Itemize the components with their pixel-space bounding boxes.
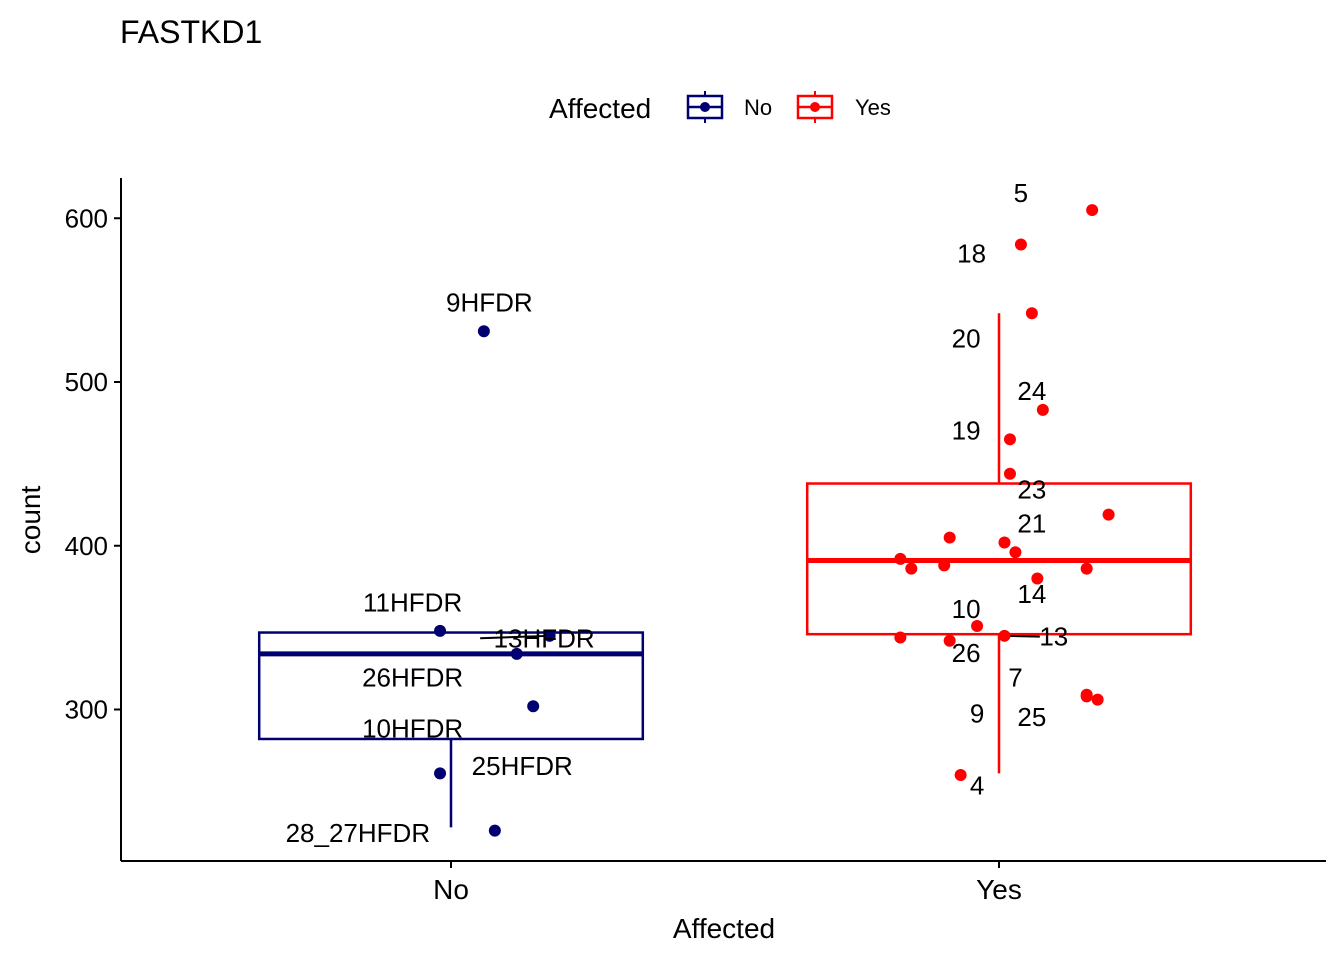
point-yes-24 [1009,546,1022,559]
x-axis-label: Affected [673,913,775,944]
leader-13HFDR [480,634,550,640]
point-no-5 [434,767,447,780]
point-label-25: 25 [1017,702,1046,732]
point-yes-19 [1080,690,1093,703]
plot-area: 9HFDR 11HFDR 13HFDR 26HFDR 10HFDR 25HFDR 28_27… [257,178,1193,848]
legend-title: Affected [549,93,651,124]
point-no-3 [510,647,523,660]
point-label-13HFDR: 13HFDR [494,623,595,653]
point-yes-8 [1014,238,1027,251]
point-label-13: 13 [1039,622,1068,652]
point-label-9: 9 [970,699,984,729]
point-no-6 [488,824,501,837]
point-no-2 [543,629,556,642]
y-tick-label-0: 300 [65,695,108,725]
point-label-7: 7 [1008,663,1022,693]
legend-key-no: No [686,91,772,123]
point-label-10HFDR: 10HFDR [362,713,463,743]
point-yes-12 [1003,467,1016,480]
x-tick-label-1: Yes [976,874,1022,905]
point-yes-27 [905,562,918,575]
point-label-24: 24 [1017,376,1046,406]
y-axis-label: count [15,486,46,555]
point-label-21: 21 [1017,509,1046,539]
point-yes-21 [954,769,967,781]
y-tick-label-3: 600 [65,203,108,233]
legend-key-yes: Yes [796,91,891,123]
point-yes-22 [1102,508,1115,521]
point-yes-20 [1091,693,1104,706]
point-label-11HFDR: 11HFDR [363,587,462,617]
box-no-iqr [257,631,645,741]
point-yes-7 [1086,204,1099,217]
legend-key-point [810,102,820,112]
point-label-10: 10 [952,594,981,624]
point-label-14: 14 [1017,579,1046,609]
legend: Affected No Yes [549,91,891,124]
point-label-25HFDR: 25HFDR [472,751,573,781]
point-labels: 9HFDR 11HFDR 13HFDR 26HFDR 10HFDR 25HFDR 28_27… [286,178,1069,848]
boxplots [257,313,1193,828]
axes: 300 400 500 600 No Yes Affected count [15,178,1326,944]
point-yes-16 [998,629,1011,642]
point-label-20: 20 [952,324,981,354]
point-no-1 [434,624,447,637]
point-yes-11 [1003,433,1016,446]
y-ticks: 300 400 500 600 [65,203,121,725]
point-label-26: 26 [952,638,981,668]
point-yes-29 [894,631,907,644]
point-label-26HFDR: 26HFDR [362,663,463,693]
x-tick-label-0: No [433,874,469,905]
point-label-28_27HFDR: 28_27HFDR [286,818,431,848]
point-label-9HFDR: 9HFDR [446,288,533,318]
point-no-0 [477,325,490,338]
legend-keys: No Yes [686,91,891,123]
legend-label-yes: Yes [855,95,891,120]
point-yes-14 [1031,572,1044,585]
y-tick-label-1: 400 [65,531,108,561]
x-ticks: No Yes [433,861,1022,905]
y-tick-label-2: 500 [65,367,108,397]
point-label-4: 4 [970,771,984,801]
point-label-19: 19 [952,415,981,445]
data-points [434,204,1115,837]
point-yes-23 [943,531,956,544]
point-yes-25 [894,552,907,565]
point-label-18: 18 [957,238,986,268]
legend-label-no: No [744,95,772,120]
point-yes-26 [938,559,951,572]
point-label-5: 5 [1014,178,1028,208]
point-yes-15 [971,619,984,632]
point-yes-17 [943,634,956,647]
legend-key-point [700,102,710,112]
point-label-23: 23 [1017,474,1046,504]
point-yes-10 [1036,403,1049,416]
point-yes-9 [1025,307,1038,320]
point-yes-28 [1080,562,1093,575]
point-yes-13 [998,536,1011,549]
point-no-4 [527,700,540,713]
chart-title: FASTKD1 [120,14,262,50]
